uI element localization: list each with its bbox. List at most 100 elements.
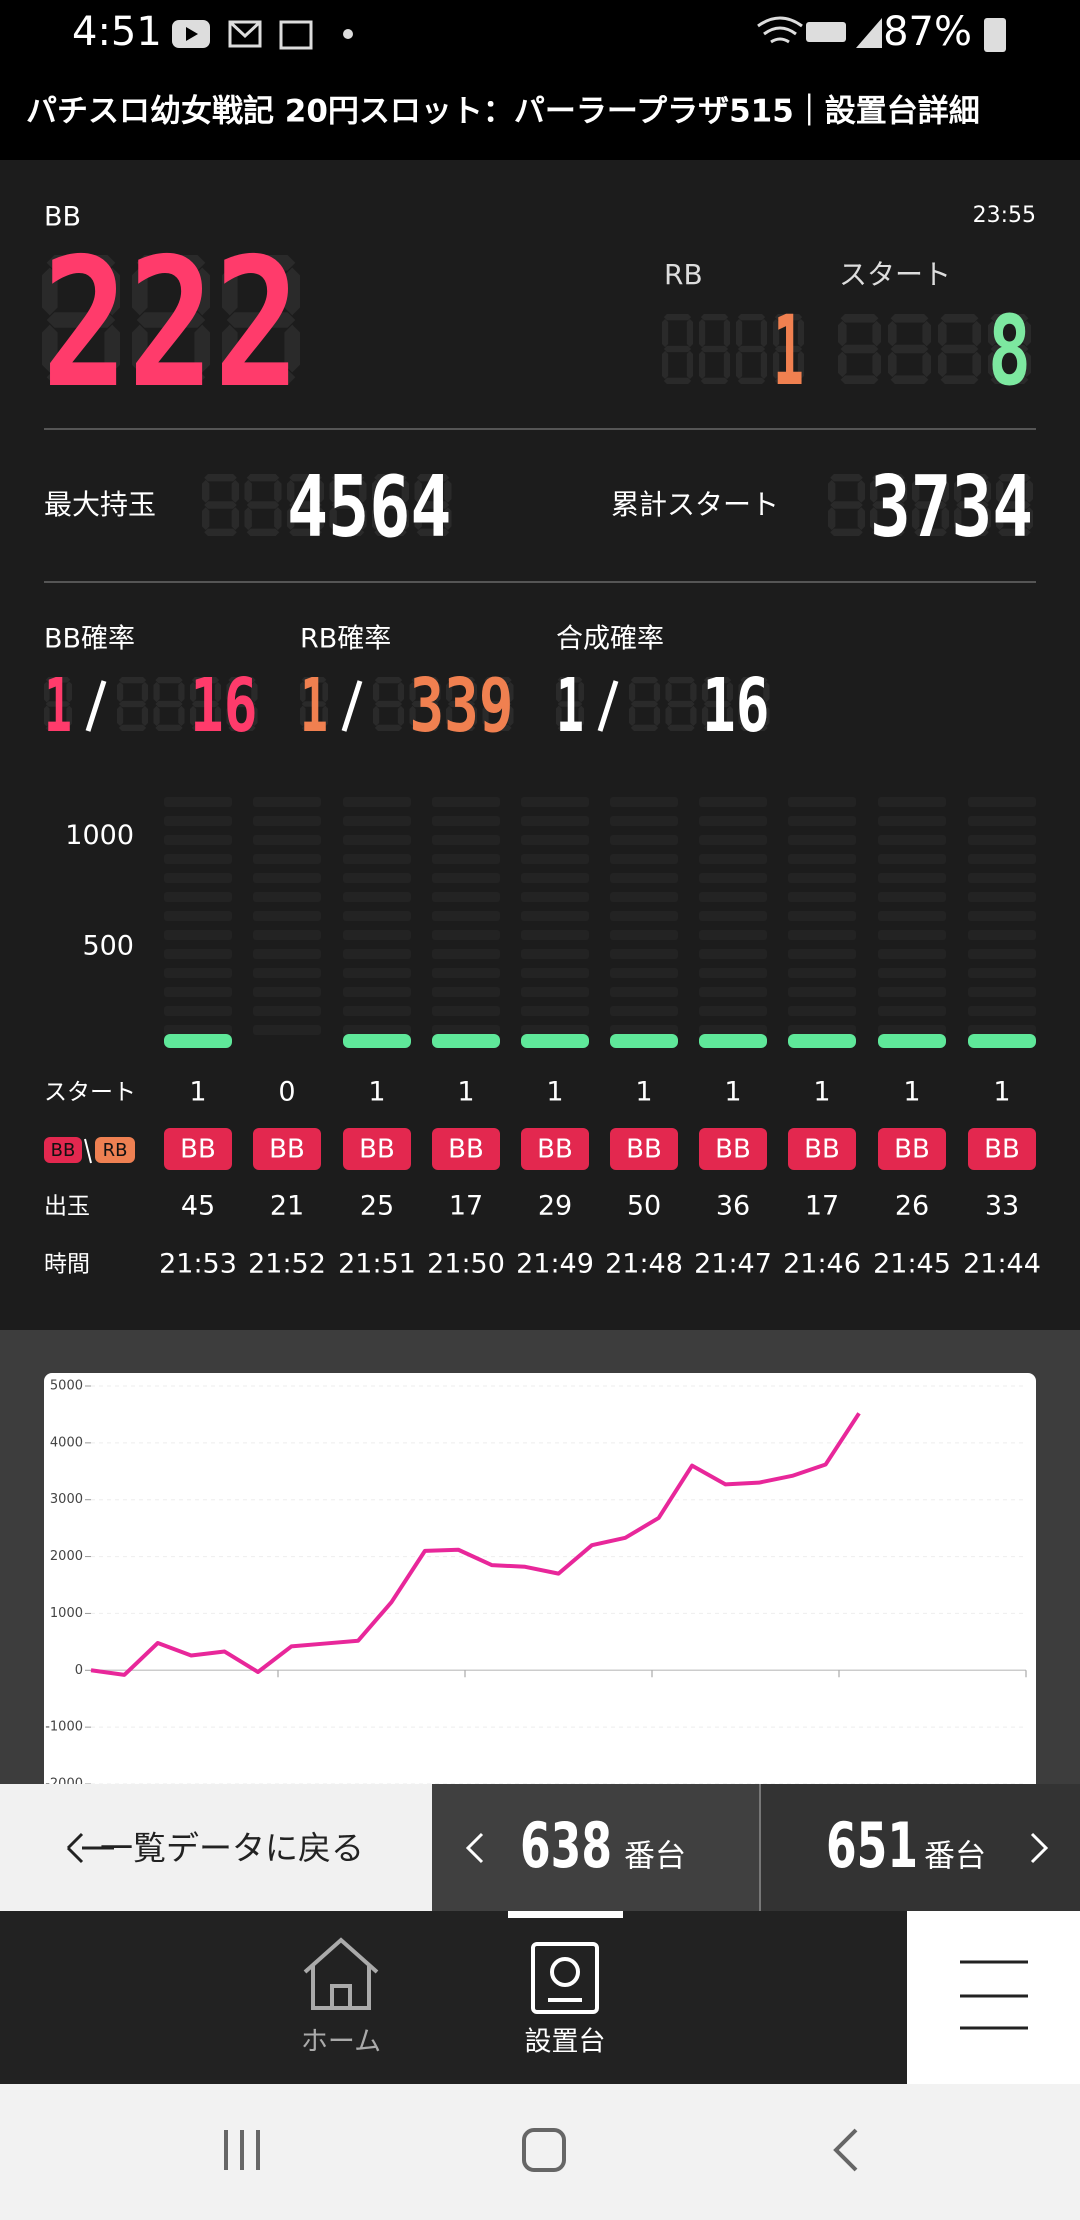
bar-segment-off [432, 797, 500, 807]
start-count: 1 [368, 1077, 385, 1108]
machine-icon[interactable] [531, 1942, 599, 2014]
led-digits: 339 [410, 663, 514, 749]
bar-segment-off [610, 892, 678, 902]
bar-segment-off [343, 892, 411, 902]
bar-segment-off [343, 911, 411, 921]
bonus-badge [788, 1128, 856, 1170]
start-count: 1 [724, 1077, 741, 1108]
led-ghost [153, 677, 185, 731]
bar-segment-off [521, 1006, 589, 1016]
bonus-badge [432, 1128, 500, 1170]
bar-segment-off [432, 949, 500, 959]
bar [699, 1034, 767, 1048]
bar-segment-off [788, 892, 856, 902]
page-title: パチスロ幼女戦記 20円スロット：パーラープラザ515｜設置台詳細 [26, 94, 980, 130]
bar-segment-off [610, 797, 678, 807]
bar-segment-off [343, 987, 411, 997]
legend-slash [84, 1138, 92, 1164]
wifi-icon [757, 16, 803, 44]
bar-segment-off [788, 949, 856, 959]
start-count: 1 [813, 1077, 830, 1108]
next-machine[interactable] [760, 1784, 1080, 1911]
led-ghost [329, 474, 367, 536]
bar-segment-off [521, 873, 589, 883]
led-ghost [287, 474, 324, 536]
tab-label[interactable]: ホーム [301, 2027, 381, 2058]
bonus-type: BB [984, 1135, 1020, 1165]
bar-segment-off [610, 968, 678, 978]
row-label: 時間 [44, 1252, 90, 1278]
bonus-badge [699, 1128, 767, 1170]
bar-segment-off [432, 873, 500, 883]
bar-segment-off [788, 911, 856, 921]
y-tick-label: 4000 [50, 1435, 83, 1450]
bar-segment-off [253, 892, 321, 902]
bar-segment-off [432, 816, 500, 826]
bar-segment-off [521, 797, 589, 807]
home-icon[interactable] [303, 1937, 379, 2010]
bar-segment-off [878, 892, 946, 902]
bonus-badge [343, 1128, 411, 1170]
led-ghost [912, 474, 949, 536]
prob-slash [85, 680, 107, 732]
bonus-type: BB [269, 1135, 305, 1165]
bar-segment-off [164, 968, 232, 978]
hit-time: 21:51 [338, 1249, 416, 1280]
led-ghost [665, 677, 697, 731]
led-ghost [373, 677, 404, 731]
prev-suffix: 番台 [624, 1839, 686, 1875]
bar-segment-off [164, 911, 232, 921]
bar-segment-off [432, 1025, 500, 1035]
bar-segment-off [343, 816, 411, 826]
hit-time: 21:47 [694, 1249, 772, 1280]
bar-segment-off [343, 949, 411, 959]
bar-segment-off [699, 892, 767, 902]
prev-chevron [465, 1832, 484, 1864]
bar-segment-off [253, 987, 321, 997]
bar-segment-off [432, 1006, 500, 1016]
bar-segment-off [164, 797, 232, 807]
start-count: 1 [457, 1077, 474, 1108]
bar-segment-off [253, 930, 321, 940]
prev-machine[interactable] [432, 1784, 760, 1911]
balance-line [90, 1412, 861, 1677]
rb-label: RB [664, 258, 703, 291]
row-label: スタート [44, 1080, 136, 1106]
bar-segment-off [699, 1006, 767, 1016]
bonus-type: BB [537, 1135, 573, 1165]
legend-bb-badge [44, 1137, 82, 1163]
bar-segment-off [253, 1025, 321, 1035]
bar-segment-off [343, 854, 411, 864]
prev-number: 638 [520, 1809, 612, 1882]
bar [521, 1034, 589, 1048]
back-system-button[interactable] [833, 2128, 858, 2172]
led-ghost [202, 474, 239, 536]
y-tick-label: 0 [75, 1663, 83, 1678]
led-digits: 16 [190, 663, 258, 749]
recents-button[interactable] [224, 2130, 260, 2170]
led-ghost [414, 474, 452, 536]
payout: 25 [360, 1191, 394, 1222]
bar-segment-off [878, 1025, 946, 1035]
bar-segment-off [164, 892, 232, 902]
payout: 29 [538, 1191, 572, 1222]
start-label: スタート [839, 258, 951, 291]
hit-time: 21:46 [783, 1249, 861, 1280]
led-digits: 4564 [287, 458, 452, 557]
bonus-type: BB [359, 1135, 395, 1165]
total-start-label: 累計スタート [611, 488, 779, 521]
bar-segment-off [432, 854, 500, 864]
led-ghost [482, 677, 514, 731]
bonus-badge [521, 1128, 589, 1170]
bar-segment-off [164, 873, 232, 883]
bar-segment-off [253, 835, 321, 845]
led-ghost [42, 255, 120, 385]
back-button[interactable] [0, 1784, 432, 1911]
bar-segment-off [878, 930, 946, 940]
bar-segment-off [253, 911, 321, 921]
bar-segment-off [521, 911, 589, 921]
home-button[interactable] [522, 2128, 566, 2172]
tab-label[interactable]: 設置台 [525, 2027, 606, 2058]
bar-segment-off [164, 949, 232, 959]
